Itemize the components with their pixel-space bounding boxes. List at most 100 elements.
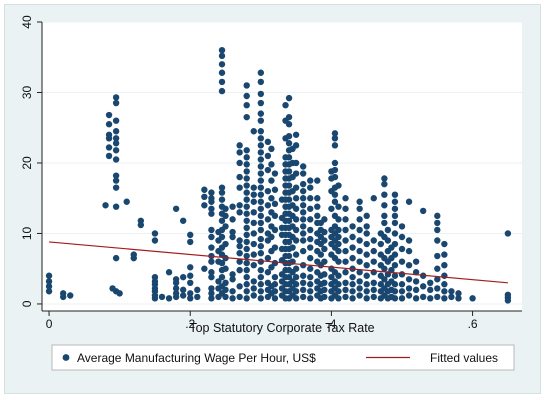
- scatter-point: [257, 163, 265, 170]
- scatter-point: [377, 281, 385, 288]
- scatter-point: [236, 293, 243, 301]
- scatter-point: [229, 288, 236, 295]
- scatter-point: [187, 231, 194, 239]
- scatter-point: [356, 226, 363, 234]
- scatter-point: [441, 295, 448, 302]
- scatter-point: [504, 291, 512, 298]
- scatter-point: [264, 254, 272, 262]
- scatter-point: [194, 286, 201, 294]
- scatter-point: [243, 217, 250, 224]
- scatter-point: [151, 237, 159, 244]
- scatter-point: [236, 202, 243, 209]
- scatter-point: [208, 269, 215, 276]
- scatter-point: [321, 258, 328, 265]
- scatter-point: [391, 191, 399, 198]
- scatter-point: [335, 203, 342, 210]
- scatter-point: [208, 258, 215, 265]
- scatter-point: [250, 191, 257, 198]
- scatter-point: [331, 191, 339, 198]
- scatter-point: [271, 273, 279, 281]
- scatter-point: [321, 271, 328, 278]
- scatter-point: [165, 269, 173, 276]
- scatter-point: [292, 251, 300, 258]
- scatter-point: [222, 265, 229, 272]
- scatter-point: [229, 271, 236, 278]
- scatter-point: [222, 286, 229, 294]
- y-tick-label: 30: [20, 85, 34, 99]
- scatter-point: [243, 238, 250, 246]
- scatter-point: [434, 219, 441, 227]
- scatter-point: [335, 295, 342, 302]
- scatter-point: [257, 212, 265, 220]
- scatter-point: [208, 285, 215, 292]
- scatter-point: [398, 271, 406, 278]
- scatter-point: [342, 269, 349, 276]
- scatter-point: [370, 269, 377, 276]
- scatter-point: [292, 205, 300, 212]
- scatter-point: [285, 154, 293, 161]
- scatter-point: [398, 233, 406, 241]
- scatter-point: [381, 180, 388, 188]
- y-tick-label: 10: [20, 226, 34, 240]
- scatter-point: [257, 250, 265, 257]
- scatter-point: [218, 196, 226, 203]
- scatter-point: [363, 272, 370, 279]
- scatter-point: [299, 195, 307, 202]
- scatter-point: [292, 195, 300, 202]
- scatter-point: [243, 266, 250, 274]
- scatter-point: [257, 99, 265, 107]
- scatter-point: [292, 265, 300, 272]
- scatter-point: [335, 247, 342, 255]
- scatter-point: [222, 293, 229, 301]
- scatter-point: [363, 230, 370, 237]
- scatter-point: [257, 177, 265, 184]
- scatter-point: [370, 286, 377, 294]
- scatter-point: [257, 273, 265, 281]
- scatter-point: [257, 90, 265, 98]
- scatter-point: [356, 216, 363, 223]
- scatter-point: [292, 295, 300, 302]
- scatter-point: [158, 293, 166, 301]
- scatter-point: [299, 209, 307, 216]
- scatter-point: [299, 286, 307, 294]
- scatter-point: [172, 276, 180, 283]
- scatter-point: [222, 240, 229, 248]
- scatter-point: [448, 288, 455, 295]
- scatter-point: [299, 170, 307, 177]
- scatter-point: [187, 272, 194, 279]
- scatter-point: [412, 295, 420, 302]
- scatter-point: [377, 240, 385, 248]
- scatter-point: [236, 159, 243, 167]
- scatter-point: [412, 286, 420, 294]
- scatter-point: [222, 223, 229, 230]
- scatter-point: [370, 279, 377, 287]
- scatter-point: [307, 195, 314, 202]
- scatter-point: [285, 238, 293, 246]
- scatter-point: [243, 273, 250, 281]
- scatter-point: [229, 216, 236, 223]
- scatter-point: [289, 244, 296, 251]
- scatter-point: [321, 245, 328, 253]
- scatter-point: [285, 113, 293, 121]
- scatter-point: [370, 237, 377, 244]
- scatter-point: [331, 142, 339, 149]
- scatter-point: [384, 237, 392, 244]
- scatter-point: [257, 117, 265, 124]
- scatter-point: [434, 293, 441, 301]
- scatter-point: [264, 187, 272, 195]
- scatter-point: [151, 273, 159, 281]
- scatter-point: [243, 182, 250, 189]
- scatter-point: [292, 184, 300, 191]
- scatter-point: [229, 295, 236, 302]
- scatter-point: [236, 237, 243, 244]
- x-tick-label: .4: [326, 317, 336, 331]
- scatter-point: [250, 128, 257, 135]
- scatter-point: [201, 193, 208, 201]
- scatter-point: [356, 269, 363, 276]
- scatter-point: [243, 281, 250, 288]
- scatter-point: [218, 217, 226, 224]
- scatter-point: [243, 92, 250, 100]
- scatter-point: [292, 216, 300, 223]
- scatter-point: [419, 293, 427, 301]
- scatter-point: [257, 242, 265, 250]
